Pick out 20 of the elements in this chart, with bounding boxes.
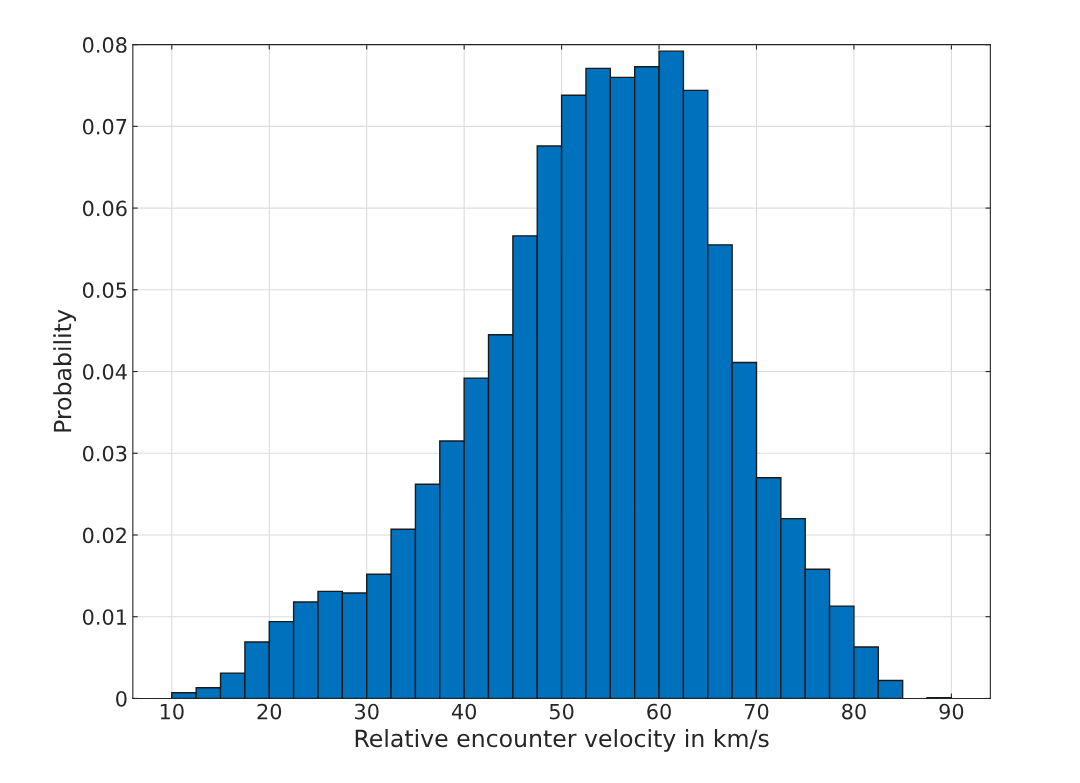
x-tick-label: 80 [842,703,866,720]
x-tick-label: 90 [939,703,964,720]
y-tick-label: 0.07 [82,118,127,135]
x-tick-label: 20 [257,703,282,720]
y-axis-title: Probability [53,309,77,432]
y-tick-label: 0.05 [82,282,127,299]
y-tick-label: 0.04 [82,363,127,380]
x-tick-label: 40 [451,703,477,720]
x-tick-label: 60 [647,703,671,720]
y-tick-label: 0.02 [82,527,126,544]
y-tick-label: 0.08 [82,37,127,53]
x-tick-label: 70 [744,703,769,720]
y-tick-label: 0.01 [82,609,127,625]
x-tick-label: 30 [355,703,379,720]
x-tick-label: 50 [549,703,574,720]
x-axis-title: Relative encounter velocity in km/s [355,729,769,752]
y-tick-label: 0.06 [82,200,127,217]
y-tick-label: 0 [116,690,127,707]
x-tick-label: 10 [160,703,184,720]
y-tick-label: 0.03 [82,445,127,462]
